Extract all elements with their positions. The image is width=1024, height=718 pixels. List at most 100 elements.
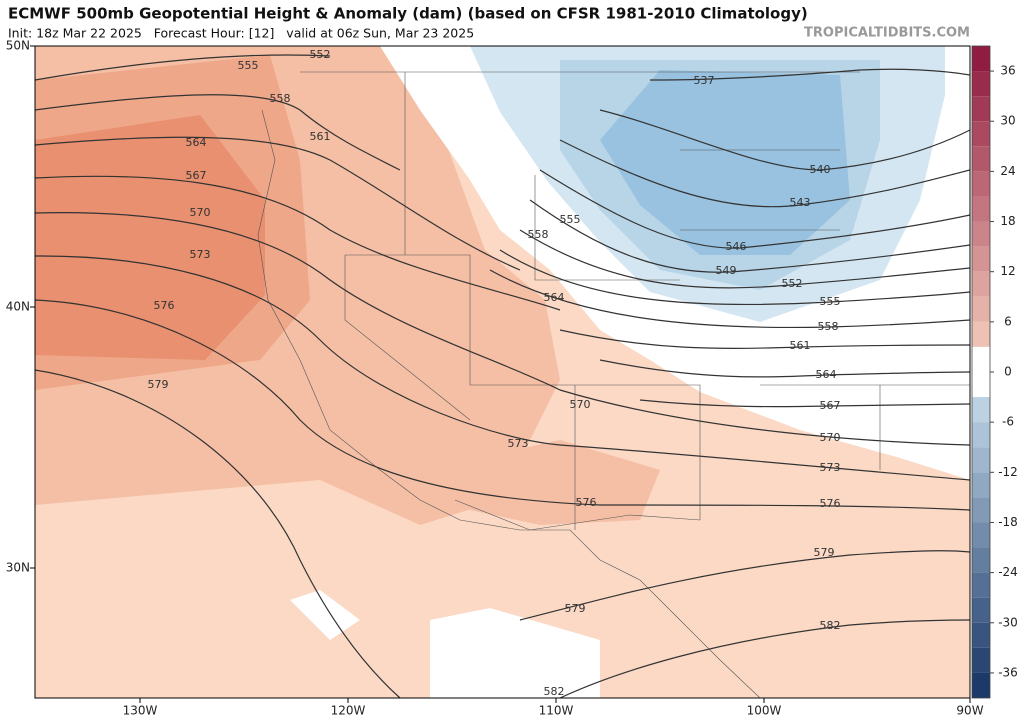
colorbar-band — [972, 246, 990, 272]
lat-label: 40N — [6, 300, 30, 314]
contour-label: 567 — [820, 399, 841, 412]
colorbar-label: -6 — [1002, 415, 1014, 429]
contour — [35, 369, 401, 698]
contour-label: 573 — [508, 437, 529, 450]
anomaly-fill — [290, 590, 360, 640]
contour-label: 555 — [238, 59, 259, 72]
colorbar-band — [972, 397, 990, 423]
contour-label: 579 — [148, 378, 169, 391]
colorbar-band — [972, 221, 990, 247]
contour — [539, 169, 970, 249]
contour-label: 579 — [814, 546, 835, 559]
contour — [35, 175, 561, 311]
lat-label: 30N — [6, 561, 30, 575]
contour — [35, 94, 401, 171]
colorbar-band — [972, 271, 990, 297]
contour-label: 567 — [186, 169, 207, 182]
colorbar-band — [972, 46, 990, 72]
colorbar-band — [972, 71, 990, 97]
contour — [499, 249, 970, 306]
contour — [649, 68, 970, 81]
state-border — [300, 71, 970, 531]
anomaly-fill — [430, 608, 600, 698]
colorbar-band — [972, 472, 990, 498]
colorbar-band — [972, 146, 990, 172]
colorbar-label: 30 — [1000, 114, 1015, 128]
contour-label: 576 — [154, 299, 175, 312]
contour — [559, 139, 970, 208]
colorbar-band — [972, 196, 990, 222]
contour-label: 558 — [818, 320, 839, 333]
lon-label: 90W — [956, 704, 983, 718]
map-frame — [34, 45, 971, 699]
contour — [529, 199, 970, 273]
contour-label: 552 — [782, 277, 803, 290]
contour — [35, 54, 331, 81]
lon-label: 120W — [331, 704, 366, 718]
contour-label: 555 — [820, 295, 841, 308]
colorbar-band — [972, 522, 990, 548]
contour-label: 570 — [820, 431, 841, 444]
colorbar-band — [972, 647, 990, 673]
subtitle: Init: 18z Mar 22 2025 Forecast Hour: [12… — [8, 26, 474, 41]
colorbar-band — [972, 622, 990, 648]
contour — [559, 329, 970, 350]
colorbar-label: 18 — [1000, 214, 1015, 228]
contour — [35, 212, 970, 446]
contour — [559, 619, 970, 698]
lat-label: 50N — [6, 39, 30, 53]
contour — [599, 109, 970, 171]
contour-label: 582 — [544, 685, 565, 698]
anomaly-fill — [600, 70, 850, 255]
colorbar-label: 6 — [1004, 314, 1012, 328]
contour-label: 570 — [570, 398, 591, 411]
watermark: TROPICALTIDBITS.COM — [804, 26, 970, 41]
contour-label: 570 — [190, 206, 211, 219]
contour — [519, 550, 970, 621]
contour-label: 543 — [790, 196, 811, 209]
colorbar-band — [972, 321, 990, 347]
lon-label: 100W — [747, 704, 782, 718]
colorbar-label: -30 — [998, 615, 1018, 629]
colorbar-band — [972, 372, 990, 398]
contour — [599, 359, 970, 378]
colorbar-band — [972, 296, 990, 322]
contour-label: 540 — [810, 163, 831, 176]
colorbar-band — [972, 121, 990, 147]
colorbar-band — [972, 547, 990, 573]
contour — [35, 255, 970, 481]
contour-label: 576 — [576, 496, 597, 509]
contour — [639, 399, 970, 408]
contour-label: 549 — [716, 264, 737, 277]
colorbar-band — [972, 96, 990, 122]
contour-label: 564 — [186, 136, 207, 149]
lon-label: 110W — [539, 704, 574, 718]
contour-label: 573 — [190, 248, 211, 261]
contour-label: 561 — [310, 130, 331, 143]
contour-label: 552 — [310, 48, 331, 61]
colorbar-label: 36 — [1000, 64, 1015, 78]
colorbar-label: -18 — [998, 515, 1018, 529]
contour-label: 555 — [560, 213, 581, 226]
contour-label: 573 — [820, 461, 841, 474]
colorbar-label: 0 — [1004, 365, 1012, 379]
contour — [489, 269, 970, 329]
anomaly-fill — [470, 440, 660, 525]
title: ECMWF 500mb Geopotential Height & Anomal… — [8, 5, 808, 23]
contour-label: 537 — [694, 74, 715, 87]
contour-label: 579 — [565, 602, 586, 615]
map-area — [35, 46, 970, 698]
contour-label: 576 — [820, 497, 841, 510]
coastline — [257, 109, 761, 698]
colorbar-band — [972, 672, 990, 698]
colorbar-band — [972, 171, 990, 197]
contour-label: 561 — [790, 339, 811, 352]
colorbar-label: -12 — [998, 465, 1018, 479]
contour-label: 564 — [816, 368, 837, 381]
colorbar-label: 24 — [1000, 164, 1015, 178]
colorbar-label: -24 — [998, 565, 1018, 579]
lon-label: 130W — [123, 704, 158, 718]
contour — [35, 136, 521, 271]
contour-label: 546 — [726, 240, 747, 253]
